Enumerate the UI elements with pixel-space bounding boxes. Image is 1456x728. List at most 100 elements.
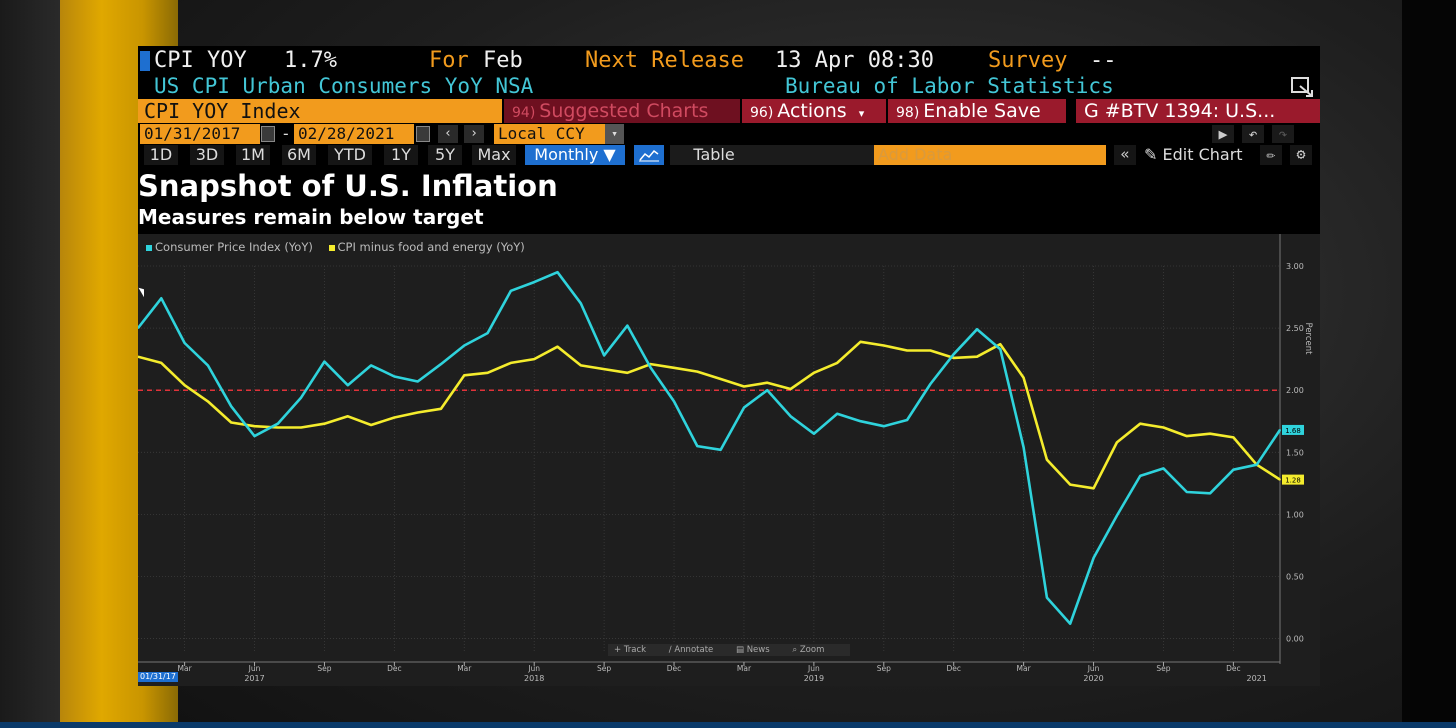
x-tick-label: Dec: [946, 664, 961, 673]
cpi-data-point: [370, 364, 372, 367]
cpi-data-point: [1232, 468, 1235, 471]
security-input[interactable]: CPI YOY Index: [138, 99, 502, 123]
latest-value: 1.7%: [284, 48, 337, 73]
toolbar-spacer: [758, 145, 874, 165]
edit-lines-icon[interactable]: ✏: [1260, 145, 1282, 165]
range-button[interactable]: 3D: [190, 145, 224, 165]
y-tick-label: 3.00: [1286, 262, 1304, 271]
x-tick-label: Jun: [527, 664, 540, 673]
cpi-data-point: [579, 302, 582, 305]
core-cpi-data-point: [276, 426, 279, 429]
cpi-data-point: [1046, 596, 1048, 599]
legend-item-cpi: Consumer Price Index (YoY): [146, 240, 313, 254]
ticker-label: CPI YOY: [154, 48, 247, 73]
core-cpi-data-point: [556, 345, 559, 348]
cpi-last-value-label: 1.68: [1285, 427, 1301, 435]
x-year-label: 2018: [524, 674, 544, 683]
core-last-value-label: 1.28: [1285, 477, 1301, 485]
suggested-charts-button[interactable]: 94) Suggested Charts: [504, 99, 740, 123]
cpi-data-point: [626, 324, 629, 327]
date-range-bar: 01/31/2017 - 02/28/2021 ‹ › Local CCY ▾ …: [138, 124, 1320, 144]
range-toolbar: 1D 3D 1M 6M YTD 1Y 5Y Max Monthly ▼ Tabl…: [138, 145, 1320, 165]
calendar-icon[interactable]: [261, 126, 275, 142]
chevron-down-icon: ▼: [603, 145, 616, 164]
studio-backdrop-left: [0, 0, 60, 728]
x-year-label: 2017: [244, 674, 264, 683]
range-button[interactable]: 1D: [144, 145, 178, 165]
undo-icon[interactable]: ↶: [1242, 125, 1264, 143]
btv-chart-button[interactable]: G #BTV 1394: U.S...: [1076, 99, 1320, 123]
chevron-down-icon[interactable]: ▾: [605, 124, 624, 144]
enable-save-button[interactable]: 98) Enable Save: [888, 99, 1066, 123]
core-cpi-data-point: [836, 361, 839, 364]
calendar-icon[interactable]: [416, 126, 430, 142]
y-tick-label: 0.00: [1286, 635, 1304, 644]
x-tick-label: Sep: [317, 664, 331, 673]
core-cpi-data-point: [1185, 435, 1188, 438]
core-cpi-data-point: [416, 411, 419, 414]
table-view-button[interactable]: Table: [670, 145, 758, 165]
double-chevron-left-icon[interactable]: «: [1114, 145, 1136, 165]
core-cpi-data-point: [673, 366, 675, 369]
enable-save-label: Enable Save: [923, 100, 1041, 122]
legend-label-core: CPI minus food and energy (YoY): [337, 240, 525, 254]
add-data-input[interactable]: Add Data: [874, 145, 1106, 165]
x-tick-label: Jun: [248, 664, 261, 673]
end-date-field[interactable]: 02/28/2021: [294, 124, 414, 144]
core-cpi-data-point: [533, 358, 536, 361]
cpi-data-point: [509, 289, 512, 292]
core-cpi-data-point: [626, 371, 629, 374]
survey-value: --: [1090, 48, 1117, 73]
cpi-data-point: [253, 435, 256, 438]
periodicity-select[interactable]: Monthly ▼: [525, 145, 625, 165]
start-date-marker: 01/31/17: [138, 672, 178, 682]
range-button[interactable]: 1Y: [384, 145, 418, 165]
cpi-data-point: [1022, 446, 1025, 449]
legend-label-cpi: Consumer Price Index (YoY): [155, 240, 313, 254]
core-cpi-data-point: [859, 340, 862, 343]
export-icon[interactable]: [1290, 76, 1316, 98]
y-tick-label: 2.00: [1286, 386, 1304, 395]
actions-label: Actions: [777, 100, 847, 122]
cpi-data-point: [1255, 463, 1258, 466]
cpi-data-point: [1139, 474, 1142, 477]
cpi-data-point: [859, 420, 862, 423]
presentation-icon[interactable]: ▶: [1212, 125, 1234, 143]
core-cpi-data-point: [906, 349, 909, 352]
track-tool[interactable]: + Track: [614, 645, 647, 655]
core-cpi-data-point: [1092, 487, 1095, 490]
news-tool[interactable]: ▤ News: [735, 645, 770, 655]
line-chart-icon[interactable]: [634, 145, 664, 165]
zoom-tool[interactable]: ⌕ Zoom: [792, 645, 825, 655]
cpi-data-point: [766, 389, 769, 392]
currency-select[interactable]: Local CCY: [494, 124, 624, 144]
range-button[interactable]: Max: [472, 145, 516, 165]
core-cpi-data-point: [207, 400, 209, 403]
core-cpi-data-point: [300, 426, 303, 429]
cpi-data-point: [1185, 491, 1188, 493]
range-button[interactable]: 6M: [282, 145, 316, 165]
actions-button[interactable]: 96) Actions ▾: [742, 99, 886, 123]
security-description: US CPI Urban Consumers YoY NSA: [154, 74, 534, 98]
chevron-right-icon[interactable]: ›: [464, 125, 484, 143]
x-tick-label: Mar: [737, 664, 752, 673]
redo-icon[interactable]: ↷: [1272, 125, 1294, 143]
range-button[interactable]: 5Y: [428, 145, 462, 165]
gear-icon[interactable]: ⚙: [1290, 145, 1312, 165]
cpi-data-point: [882, 425, 885, 428]
line-chart[interactable]: 3.00 2.50 2.00 1.50 1.00 0.50 0.00 Mar Jun Sep Dec…: [138, 234, 1320, 686]
start-date-field[interactable]: 01/31/2017: [140, 124, 260, 144]
range-button[interactable]: YTD: [328, 145, 372, 165]
core-cpi-data-point: [1209, 432, 1211, 435]
actions-number: 96): [750, 105, 774, 121]
x-tick-label: Mar: [457, 664, 472, 673]
cpi-data-point: [416, 380, 419, 383]
cpi-data-point: [138, 327, 139, 329]
chevron-left-icon[interactable]: ‹: [438, 125, 458, 143]
edit-chart-button[interactable]: ✎ Edit Chart: [1144, 145, 1243, 165]
core-cpi-data-point: [1162, 426, 1165, 429]
cpi-data-point: [1092, 556, 1095, 559]
annotate-tool[interactable]: ∕ Annotate: [668, 645, 714, 655]
range-button[interactable]: 1M: [236, 145, 270, 165]
cpi-data-point: [976, 328, 978, 331]
